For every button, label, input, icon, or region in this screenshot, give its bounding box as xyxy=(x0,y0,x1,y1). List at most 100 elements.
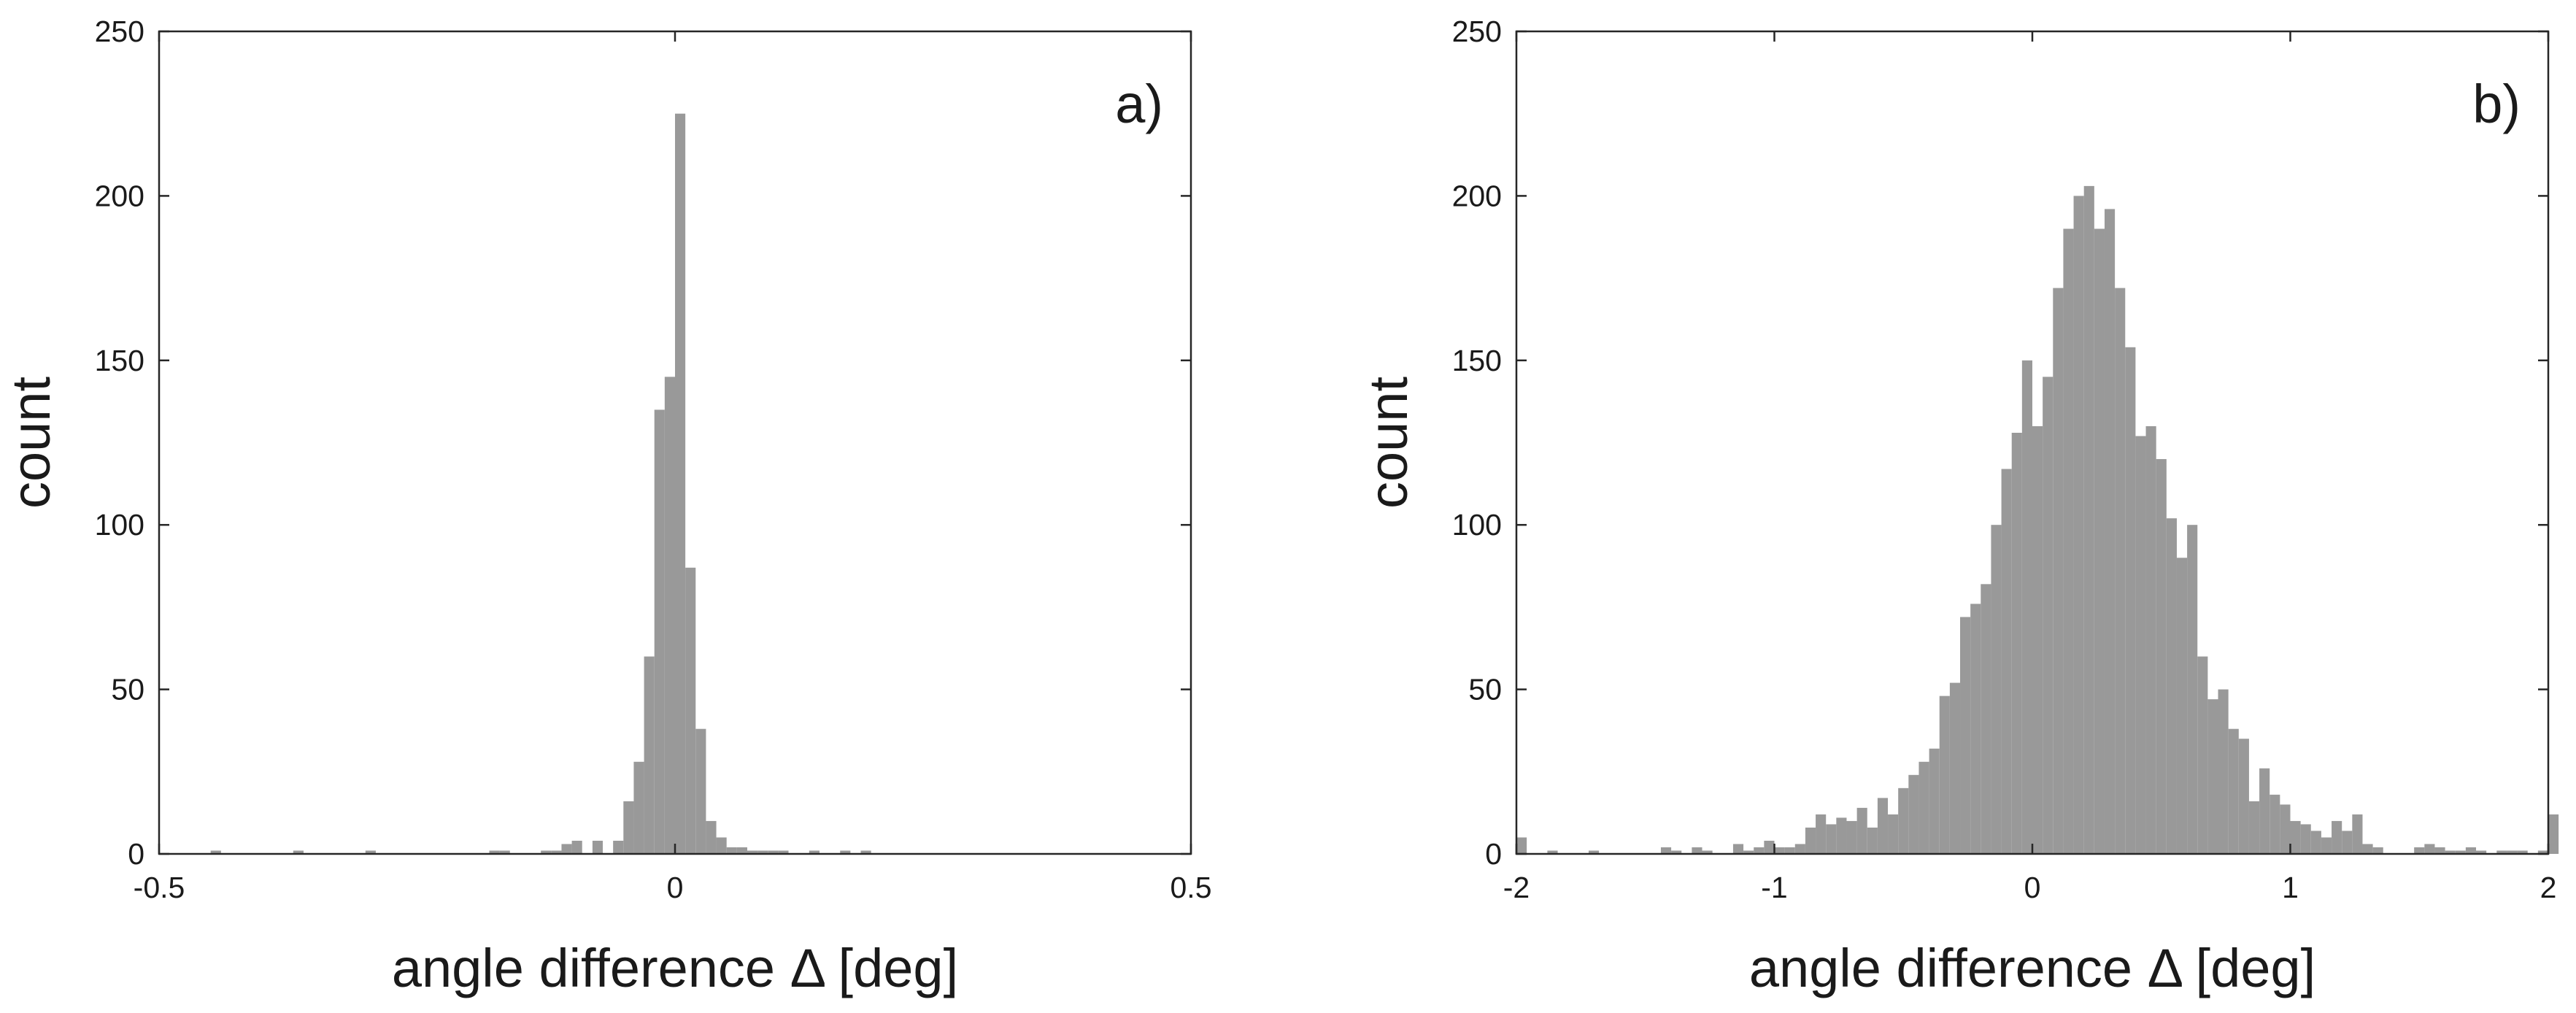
histogram-bar xyxy=(644,656,655,854)
histogram-bar xyxy=(1908,774,1919,854)
histogram-bar xyxy=(2537,850,2548,854)
histogram-bar xyxy=(2300,824,2311,854)
histogram-bar xyxy=(840,850,851,854)
histogram-bar xyxy=(2342,831,2353,854)
histogram-bar xyxy=(1794,844,1805,854)
histogram-bar xyxy=(2021,360,2032,854)
histogram-bar xyxy=(2517,850,2528,854)
histogram-bar xyxy=(654,409,665,854)
histogram-bar xyxy=(293,850,304,854)
histogram-bar xyxy=(2073,196,2084,854)
histogram-bar xyxy=(778,850,789,854)
histogram-bar xyxy=(685,567,696,854)
histogram-bar xyxy=(2135,436,2146,854)
x-tick-label: 0 xyxy=(2024,871,2041,904)
x-tick-label: -2 xyxy=(1503,871,1530,904)
histogram-bar xyxy=(499,850,510,854)
y-tick-label: 250 xyxy=(1452,15,1502,48)
histogram-bar xyxy=(736,847,747,854)
y-tick-label: 150 xyxy=(95,344,144,377)
histogram-bar xyxy=(1826,824,1837,854)
histogram-bar xyxy=(2104,209,2116,854)
histogram-bar xyxy=(2094,228,2105,855)
histogram-bar xyxy=(2434,847,2445,854)
histogram-bar xyxy=(2280,804,2291,854)
panel-b-bars xyxy=(1516,185,2559,855)
histogram-bar xyxy=(1702,850,1713,854)
histogram-bar xyxy=(1888,814,1899,854)
histogram-bar xyxy=(1836,817,1847,854)
histogram-bar xyxy=(551,850,562,854)
y-tick-label: 200 xyxy=(95,179,144,212)
histogram-bar xyxy=(2290,820,2301,854)
histogram-bar xyxy=(2125,347,2136,854)
histogram-bar xyxy=(706,820,717,854)
x-tick-label: -0.5 xyxy=(134,871,185,904)
x-tick-label: 0 xyxy=(667,871,684,904)
histogram-bar xyxy=(747,850,758,854)
histogram-bar xyxy=(541,850,552,854)
histogram-bar xyxy=(613,840,624,854)
histogram-bar xyxy=(2032,425,2043,854)
histogram-bar xyxy=(1960,617,1971,854)
histogram-bar xyxy=(2548,814,2559,854)
panel-a-x-axis-title: angle difference Δ [deg] xyxy=(392,938,958,998)
histogram-bar xyxy=(1949,682,1961,854)
x-tick-label: 0.5 xyxy=(1171,871,1212,904)
x-tick-label: 2 xyxy=(2540,871,2557,904)
histogram-bar xyxy=(1547,850,1558,854)
histogram-bar xyxy=(664,377,675,854)
histogram-bar xyxy=(2248,801,2260,854)
y-tick-label: 0 xyxy=(128,837,144,871)
histogram-bar xyxy=(860,850,871,854)
x-tick-label: 1 xyxy=(2282,871,2299,904)
histogram-bar xyxy=(1743,850,1754,854)
panel-b-y-axis-title: count xyxy=(1358,377,1419,509)
histogram-bar xyxy=(1856,807,1867,854)
histogram-bar xyxy=(1898,787,1909,854)
histogram-bar xyxy=(726,847,737,854)
histogram-bar xyxy=(1970,604,1981,854)
histogram-bar xyxy=(1805,827,1816,854)
panel-b-label: b) xyxy=(2472,74,2521,134)
histogram-bar xyxy=(1991,525,2002,854)
histogram-bar xyxy=(2496,850,2507,854)
histogram-bar xyxy=(210,850,221,854)
histogram-bar xyxy=(1867,827,1878,854)
y-tick-label: 0 xyxy=(1485,837,1502,871)
histogram-bar xyxy=(1588,850,1600,854)
histogram-bar xyxy=(1660,847,1672,854)
histogram-bar xyxy=(1784,847,1795,854)
histogram-bar xyxy=(633,761,644,854)
histogram-bar xyxy=(2187,525,2198,854)
histogram-bar xyxy=(1764,840,1775,854)
y-tick-label: 50 xyxy=(111,673,144,706)
histogram-bar xyxy=(809,850,820,854)
histogram-bar xyxy=(768,850,779,854)
histogram-bar xyxy=(2011,432,2022,854)
histogram-bar xyxy=(2332,820,2342,854)
panel-a-bars xyxy=(210,113,871,854)
histogram-bar xyxy=(1939,696,1950,854)
histogram-bar xyxy=(2043,377,2054,854)
histogram-bar xyxy=(561,844,572,854)
histogram-bar xyxy=(1846,820,1857,854)
histogram-bar xyxy=(2218,689,2229,854)
histogram-bar xyxy=(1877,798,1889,854)
histogram-bar xyxy=(757,850,768,854)
histogram-bar xyxy=(1918,761,1929,854)
panel-a-y-axis-title: count xyxy=(1,377,61,509)
histogram-bar xyxy=(1816,814,1827,854)
histogram-bar xyxy=(1516,837,1527,854)
y-tick-label: 250 xyxy=(95,15,144,48)
histogram-bar xyxy=(2465,847,2477,854)
y-tick-label: 150 xyxy=(1452,344,1502,377)
histogram-bar xyxy=(2145,425,2156,854)
histogram-bar xyxy=(2424,844,2435,854)
histogram-bar xyxy=(2476,850,2487,854)
histogram-bar xyxy=(2156,459,2167,854)
y-tick-label: 50 xyxy=(1468,673,1502,706)
